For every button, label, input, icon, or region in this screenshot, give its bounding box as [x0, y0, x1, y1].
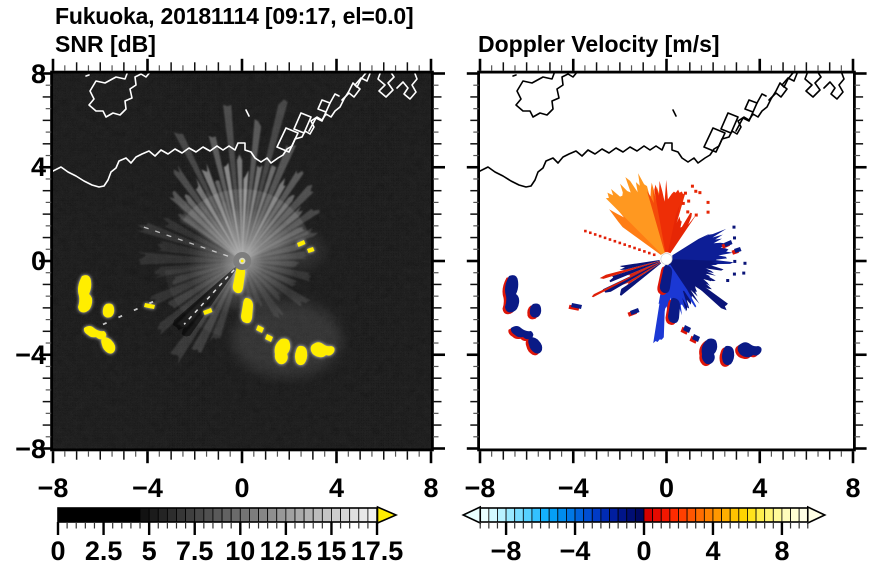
snr-colorbar-label: 15 [316, 536, 347, 566]
doppler-x-tick-label: 0 [658, 473, 675, 503]
snr-y-tick-label: 8 [30, 58, 46, 89]
doppler-subtitle: Doppler Velocity [m/s] [478, 31, 720, 57]
doppler-x-tick-label: 8 [845, 473, 861, 503]
snr-x-tick-label: −4 [132, 473, 163, 503]
snr-y-tick-label: −4 [15, 339, 46, 370]
figure-title: Fukuoka, 20181114 [09:17, el=0.0] [55, 3, 414, 29]
doppler-x-tick-label: −8 [464, 473, 496, 503]
doppler-x-tick-label: −4 [557, 473, 589, 503]
snr-subtitle: SNR [dB] [55, 31, 156, 57]
snr-colorbar-label: 5 [141, 536, 157, 566]
snr-map [50, 70, 434, 452]
snr-colorbar-label: 17.5 [350, 536, 404, 566]
axis-ticks [39, 58, 867, 464]
doppler-radar-center [660, 253, 673, 265]
doppler-colorbar-label: 8 [774, 536, 790, 566]
snr-frame [50, 70, 434, 452]
snr-colorbar-label: 12.5 [259, 536, 313, 566]
doppler-colorbar-label: −4 [559, 536, 591, 566]
snr-colorbar-label: 10 [225, 536, 256, 566]
snr-y-tick-label: 4 [30, 152, 46, 183]
doppler-map [477, 70, 856, 452]
snr-x-tick-label: 8 [423, 473, 439, 503]
snr-x-tick-label: 0 [234, 473, 250, 503]
snr-colorbar-label: 2.5 [84, 536, 123, 566]
colorbars [56, 505, 827, 535]
snr-x-tick-label: −8 [37, 473, 69, 503]
doppler-x-tick-label: 4 [752, 473, 768, 503]
snr-x-tick-label: 4 [328, 473, 345, 503]
snr-radar-center-dot [240, 259, 244, 263]
snr-y-tick-label: 0 [30, 246, 46, 276]
doppler-colorbar-label: 0 [636, 536, 652, 566]
snr-colorbar-label: 0 [50, 536, 66, 566]
snr-extra-echoes [96, 224, 342, 377]
snr-y-tick-label: −8 [15, 433, 46, 464]
doppler-colorbar-label: 4 [705, 536, 721, 566]
snr-colorbar-label: 7.5 [175, 536, 214, 566]
doppler-colorbar-label: −8 [490, 536, 522, 566]
